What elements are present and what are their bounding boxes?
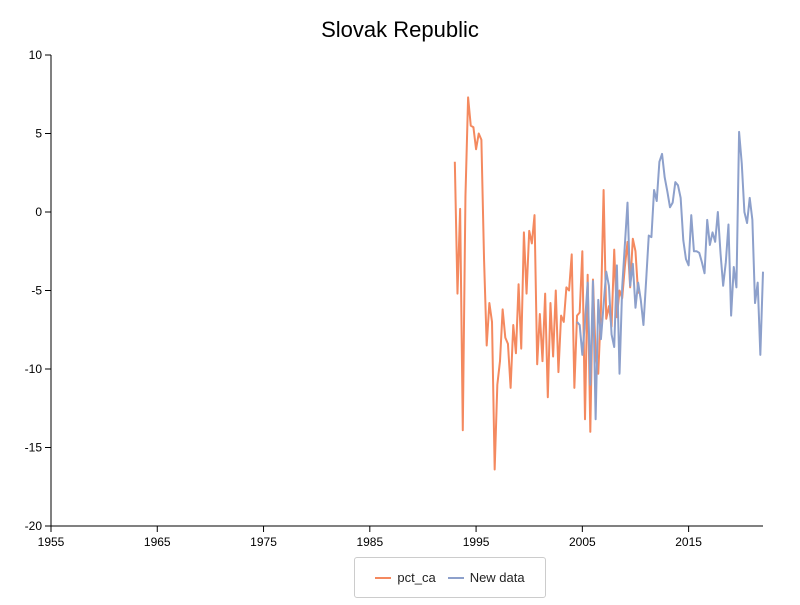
y-tick-label: -15 bbox=[25, 441, 43, 455]
legend-item-new-data[interactable]: New data bbox=[447, 570, 525, 585]
legend-item-pct-ca[interactable]: pct_ca bbox=[375, 570, 436, 585]
y-tick-label: 0 bbox=[35, 205, 42, 219]
y-tick-label: -10 bbox=[25, 362, 43, 376]
chart-title: Slovak Republic bbox=[321, 17, 479, 42]
series-line-new-data bbox=[576, 130, 764, 421]
legend-label-pct-ca: pct_ca bbox=[397, 570, 436, 585]
plot-area bbox=[453, 96, 764, 471]
legend-label-new-data: New data bbox=[469, 570, 525, 585]
y-tick-label: 10 bbox=[29, 48, 43, 62]
y-tick-label: -20 bbox=[25, 519, 43, 533]
legend: pct_ca New data bbox=[354, 557, 546, 598]
series-line-pct-ca bbox=[453, 96, 640, 471]
legend-swatch-pct-ca bbox=[375, 576, 392, 579]
x-tick-label: 1985 bbox=[356, 535, 383, 549]
y-tick-label: -5 bbox=[31, 284, 42, 298]
x-tick-label: 1955 bbox=[38, 535, 65, 549]
chart-axes: 10 5 0 -5 -10 -15 -20 1955 1965 1975 1985 1995 2005 2… bbox=[25, 48, 763, 549]
x-tick-label: 1965 bbox=[144, 535, 171, 549]
x-tick-label: 2005 bbox=[569, 535, 596, 549]
y-tick-label: 5 bbox=[35, 127, 42, 141]
legend-swatch-new-data bbox=[447, 576, 464, 579]
x-tick-label: 1975 bbox=[250, 535, 277, 549]
x-tick-label: 1995 bbox=[463, 535, 490, 549]
x-tick-label: 2015 bbox=[675, 535, 702, 549]
